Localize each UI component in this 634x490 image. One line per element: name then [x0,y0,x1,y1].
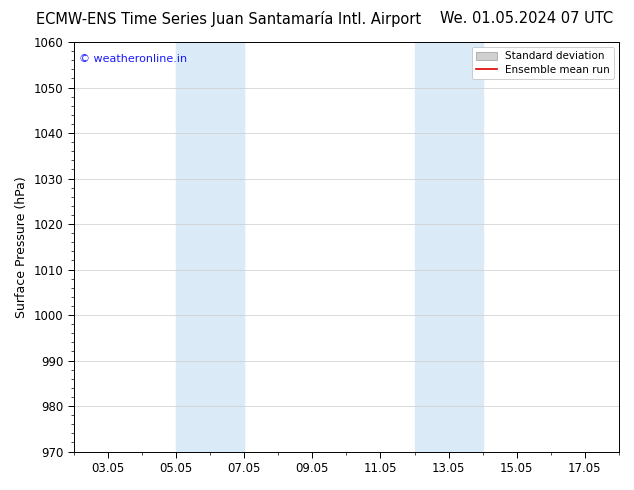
Text: ECMW-ENS Time Series Juan Santamaría Intl. Airport: ECMW-ENS Time Series Juan Santamaría Int… [36,11,421,27]
Text: We. 01.05.2024 07 UTC: We. 01.05.2024 07 UTC [439,11,613,26]
Bar [415,42,482,452]
Text: © weatheronline.in: © weatheronline.in [79,54,187,64]
Y-axis label: Surface Pressure (hPa): Surface Pressure (hPa) [15,176,28,318]
Bar [176,42,244,452]
Legend: Standard deviation, Ensemble mean run: Standard deviation, Ensemble mean run [472,47,614,79]
